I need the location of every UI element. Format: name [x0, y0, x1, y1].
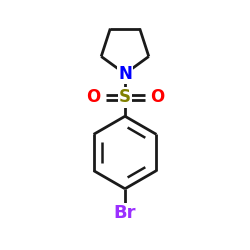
Text: O: O — [86, 88, 100, 106]
Text: S: S — [119, 88, 131, 106]
Text: N: N — [118, 65, 132, 83]
Text: O: O — [150, 88, 164, 106]
Text: Br: Br — [114, 204, 136, 222]
